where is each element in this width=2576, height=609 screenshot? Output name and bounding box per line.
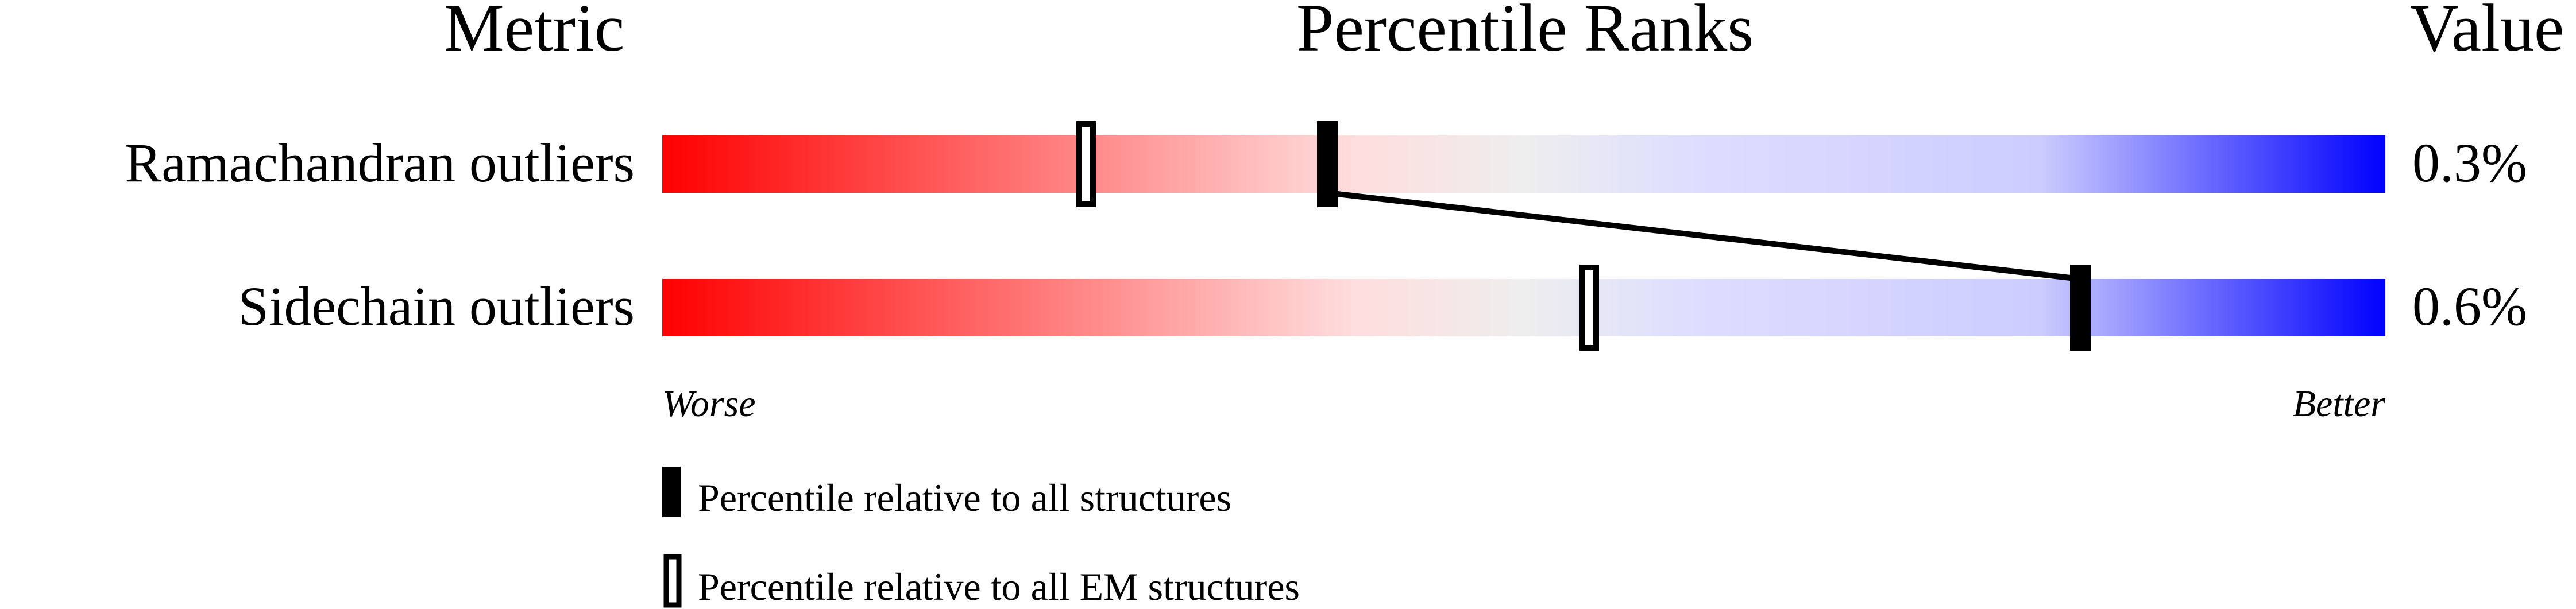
legend-label-em: Percentile relative to all EM structures — [698, 565, 1300, 608]
worse-label: Worse — [662, 383, 756, 425]
legend: Percentile relative to all structures Pe… — [662, 467, 1300, 608]
em-percentile-marker — [1579, 265, 1599, 351]
header-percentile-ranks: Percentile Ranks — [1296, 0, 1754, 65]
em-percentile-marker — [1076, 121, 1096, 207]
better-label: Better — [2293, 383, 2386, 425]
legend-label-all: Percentile relative to all structures — [698, 476, 1231, 519]
header-value: Value — [2410, 0, 2565, 65]
header-metric: Metric — [444, 0, 625, 65]
legend-filled-marker-icon — [662, 467, 681, 517]
metric-value: 0.3% — [2412, 132, 2527, 193]
percentile-bar — [662, 135, 2385, 193]
connector-line — [1327, 190, 2081, 282]
metric-label: Sidechain outliers — [238, 276, 635, 337]
percentile-bar — [662, 279, 2385, 336]
metric-label: Ramachandran outliers — [125, 132, 635, 193]
legend-hollow-marker-icon — [663, 554, 682, 608]
metric-value: 0.6% — [2412, 276, 2527, 337]
